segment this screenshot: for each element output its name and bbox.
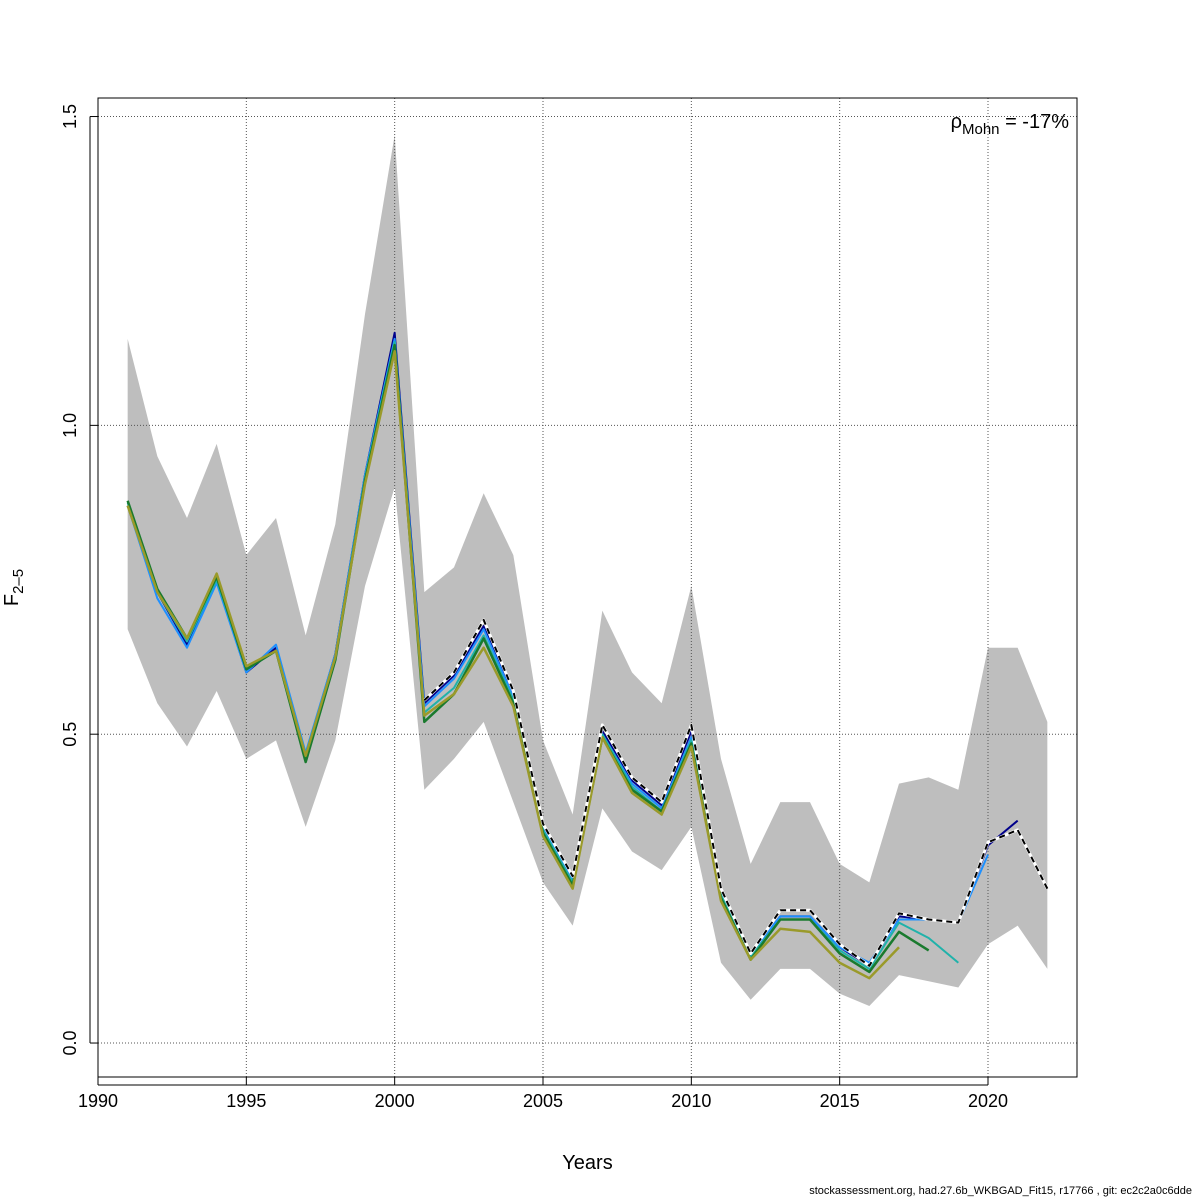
x-tick-label: 2020 bbox=[968, 1091, 1008, 1111]
series-line bbox=[126, 337, 989, 964]
x-tick-label: 1995 bbox=[226, 1091, 266, 1111]
series-layer bbox=[126, 331, 1049, 980]
series-line bbox=[126, 349, 900, 980]
footer-note: stockassessment.org, had.27.6b_WKBGAD_Fi… bbox=[809, 1185, 1192, 1197]
x-axis-title: Years bbox=[562, 1152, 612, 1174]
y-tick-label: 1.5 bbox=[60, 104, 80, 129]
rho-value: = -17% bbox=[1000, 111, 1070, 133]
y-axis-title-main: F bbox=[1, 594, 23, 606]
x-tick-label: 1990 bbox=[78, 1091, 118, 1111]
x-tick-label: 2005 bbox=[523, 1091, 563, 1111]
y-tick-label: 0.5 bbox=[60, 722, 80, 747]
y-axis-title: F2–5 bbox=[1, 569, 27, 606]
y-axis-title-subscript: 2–5 bbox=[10, 569, 27, 594]
confidence-band bbox=[127, 135, 1048, 1006]
rho-subscript: Mohn bbox=[962, 121, 1000, 138]
axis-layer: 1990 1995 2000 2005 2010 2015 2020 0.0 0.5 1.0 1.5 bbox=[60, 104, 1008, 1111]
confidence-band-layer bbox=[127, 135, 1048, 1006]
plot-frame bbox=[97, 97, 1078, 1078]
rho-symbol: ρ bbox=[951, 111, 962, 133]
x-tick-label: 2010 bbox=[671, 1091, 711, 1111]
y-tick-label: 1.0 bbox=[60, 413, 80, 438]
x-tick-label: 2000 bbox=[375, 1091, 415, 1111]
series-line bbox=[423, 618, 1049, 967]
mohn-rho-annotation: ρMohn = -17% bbox=[951, 111, 1070, 138]
x-tick-label: 2015 bbox=[820, 1091, 860, 1111]
y-tick-label: 0.0 bbox=[60, 1031, 80, 1056]
